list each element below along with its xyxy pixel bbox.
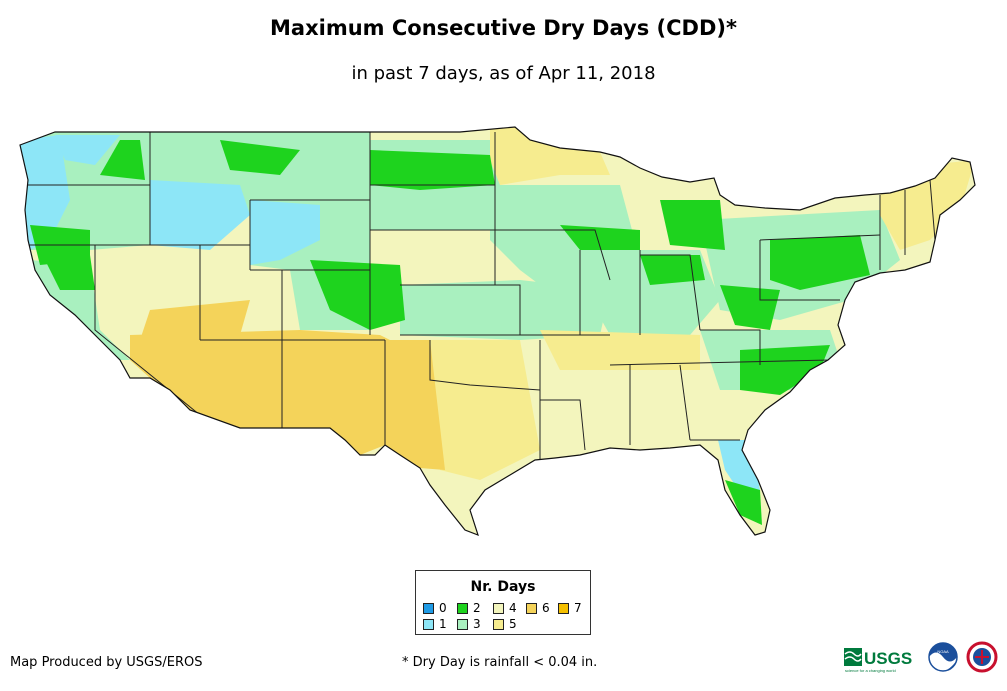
legend-item-4: 4 [493,602,517,614]
noaa-logo: NOAA [928,642,958,672]
zone-maine-5day [880,160,975,250]
zone-gulf-4day [590,370,710,445]
usgs-logo: USGS science for a changing world [844,648,912,673]
legend-swatch [493,602,504,614]
zone-wy-1day [250,200,320,265]
legend-swatch [526,602,537,614]
legend-swatch [558,602,569,614]
zone-mi-2day [660,200,725,250]
zone-co-2day [310,260,405,330]
nws-logo [966,641,998,673]
svg-text:USGS: USGS [864,649,912,668]
legend-title: Nr. Days [470,579,536,595]
zone-nc-2day [740,345,830,395]
zone-nd-2day [370,150,495,190]
zone-wv-2day [720,285,780,330]
zone-ks-mo-3day [400,280,610,340]
agency-logos: USGS science for a changing world NOAA [844,641,998,673]
legend-swatch [423,602,434,614]
legend-swatch [423,618,434,630]
legend-item-6: 6 [526,602,550,614]
legend: Nr. Days 0 1 2 3 4 5 6 7 [415,570,591,635]
zone-pa-2day [770,235,870,290]
zone-idaho-1day [150,180,250,250]
zone-wi-2day [560,225,640,250]
zone-sw-6day [130,330,445,470]
zone-oh-2day [640,255,705,285]
legend-item-2: 2 [457,602,481,614]
zone-mt-2day [100,140,145,180]
legend-swatch [457,618,468,630]
zone-nmt-2day [220,140,300,175]
map-title: Maximum Consecutive Dry Days (CDD)* [270,16,737,40]
precip-zones [20,127,975,525]
zone-coast-1day [20,135,70,250]
legend-item-7: 7 [558,602,582,614]
legend-swatch [493,618,504,630]
legend-item-0: 0 [423,602,447,614]
zone-ca-3day [30,260,130,360]
zone-tn-5day [540,330,700,370]
legend-swatch [457,602,468,614]
dry-day-footnote: * Dry Day is rainfall < 0.04 in. [402,655,598,670]
legend-item-3: 3 [457,618,481,630]
legend-item-5: 5 [493,618,517,630]
zone-nv-6day [140,300,250,340]
zone-wa-1day [55,135,120,165]
zone-nmn-5day [490,127,610,185]
zone-nca-2day [40,250,95,290]
svg-text:science for a changing world: science for a changing world [845,668,896,673]
zone-sfl-2day [725,480,762,525]
zone-tx-5day [430,340,540,480]
svg-text:NOAA: NOAA [937,649,949,654]
legend-item-1: 1 [423,618,447,630]
map-subtitle: in past 7 days, as of Apr 11, 2018 [351,63,656,84]
map-credit: Map Produced by USGS/EROS [10,655,203,670]
